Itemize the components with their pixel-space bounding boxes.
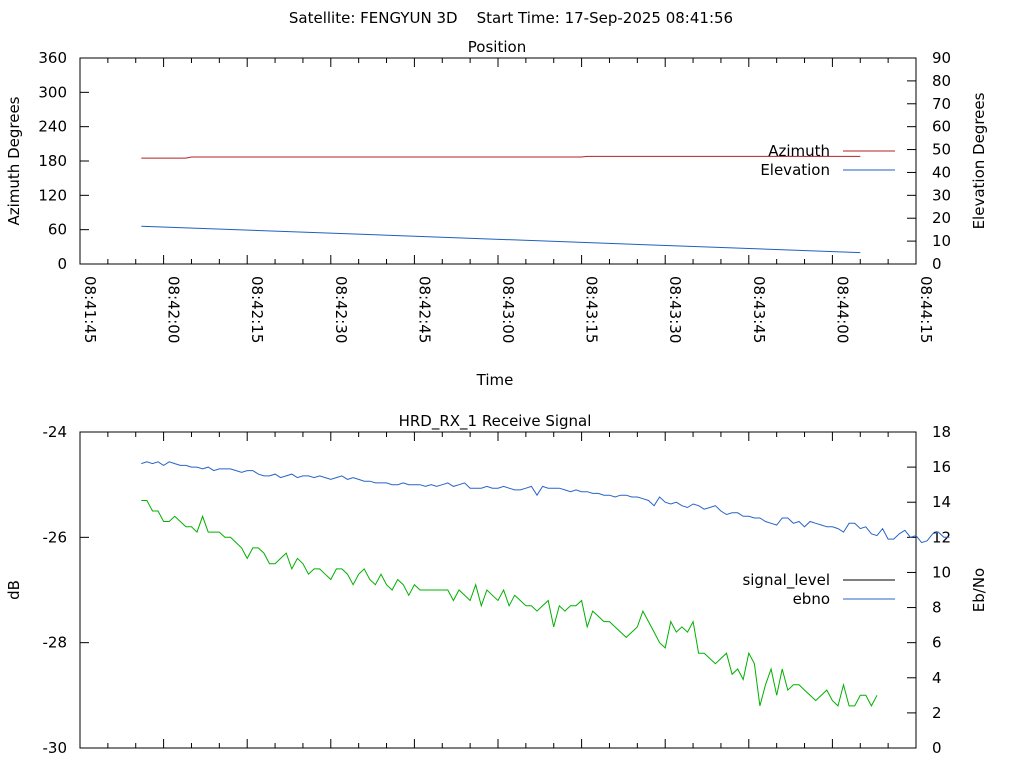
y-right-tick-label: 50 (932, 141, 951, 159)
x-tick-label: 08:43:45 (750, 276, 768, 343)
receive-signal-chart: HRD_RX_1 Receive Signal -30 -28 -26 -24 0 2 4… (5, 412, 988, 757)
y-left-tick-label: 360 (38, 49, 67, 67)
x-tick-label: 08:42:30 (332, 276, 350, 343)
receive-signal-x-ticks (79, 432, 917, 748)
y-left-tick-label: -26 (43, 528, 68, 546)
position-chart: Position 08:41:45 08:42:00 08:42:15 08:42:3… (5, 38, 988, 389)
y-right-tick-label: 6 (932, 634, 942, 652)
y-right-tick-label: 0 (932, 739, 942, 757)
receive-signal-right-y-label: Eb/No (970, 568, 988, 612)
receive-signal-left-y-ticks: -30 -28 -26 -24 (43, 423, 89, 757)
position-left-y-ticks: 0 60 120 180 240 300 360 (38, 49, 89, 273)
y-left-tick-label: 240 (38, 118, 67, 136)
series-elevation-line (141, 225, 861, 254)
x-tick-label: 08:41:45 (81, 276, 99, 343)
y-right-tick-label: 60 (932, 118, 951, 136)
y-right-tick-label: 14 (932, 493, 951, 511)
x-tick-label: 08:42:00 (165, 276, 183, 343)
receive-signal-series (141, 461, 950, 707)
y-right-tick-label: 20 (932, 209, 951, 227)
y-right-tick-label: 10 (932, 232, 951, 250)
y-right-tick-label: 18 (932, 423, 951, 441)
series-ebno-line (141, 461, 950, 544)
x-tick-label: 08:42:45 (415, 276, 433, 343)
position-right-y-ticks: 0 10 20 30 40 50 60 70 80 90 (907, 49, 951, 273)
y-right-tick-label: 30 (932, 186, 951, 204)
position-right-y-label: Elevation Degrees (970, 92, 988, 229)
y-right-tick-label: 70 (932, 95, 951, 113)
position-left-y-label: Azimuth Degrees (5, 96, 23, 225)
receive-signal-plot-frame (79, 431, 917, 749)
y-right-tick-label: 40 (932, 163, 951, 181)
x-tick-label: 08:43:15 (583, 276, 601, 343)
x-tick-label: 08:44:00 (833, 276, 851, 343)
y-left-tick-label: 60 (48, 221, 67, 239)
y-right-tick-label: 8 (932, 599, 942, 617)
x-tick-label: 08:44:15 (917, 276, 935, 343)
series-azimuth-line (141, 155, 861, 159)
y-left-tick-label: -28 (43, 634, 68, 652)
receive-signal-left-y-label: dB (5, 580, 23, 600)
position-series (141, 155, 861, 254)
y-right-tick-label: 0 (932, 255, 942, 273)
y-left-tick-label: 180 (38, 152, 67, 170)
y-right-tick-label: 2 (932, 704, 942, 722)
y-left-tick-label: 300 (38, 83, 67, 101)
series-signal-level-line (141, 500, 878, 707)
y-right-tick-label: 90 (932, 49, 951, 67)
chart-header: Satellite: FENGYUN 3D Start Time: 17-Sep… (289, 9, 733, 27)
y-left-tick-label: -30 (43, 739, 68, 757)
y-right-tick-label: 80 (932, 72, 951, 90)
x-tick-label: 08:43:00 (499, 276, 517, 343)
legend-label: Elevation (760, 161, 830, 179)
legend-label: ebno (793, 590, 830, 608)
receive-signal-title: HRD_RX_1 Receive Signal (399, 412, 592, 431)
y-right-tick-label: 10 (932, 563, 951, 581)
y-left-tick-label: 0 (57, 255, 67, 273)
position-x-ticks: 08:41:45 08:42:00 08:42:15 08:42:30 08:42:45… (79, 58, 935, 343)
y-right-tick-label: 16 (932, 458, 951, 476)
x-tick-label: 08:43:30 (666, 276, 684, 343)
position-title: Position (468, 38, 526, 56)
position-x-label: Time (476, 371, 514, 389)
legend-label: Azimuth (768, 142, 830, 160)
x-tick-label: 08:42:15 (248, 276, 266, 343)
legend-label: signal_level (742, 571, 830, 590)
y-left-tick-label: -24 (43, 423, 68, 441)
y-left-tick-label: 120 (38, 186, 67, 204)
y-right-tick-label: 4 (932, 669, 942, 687)
